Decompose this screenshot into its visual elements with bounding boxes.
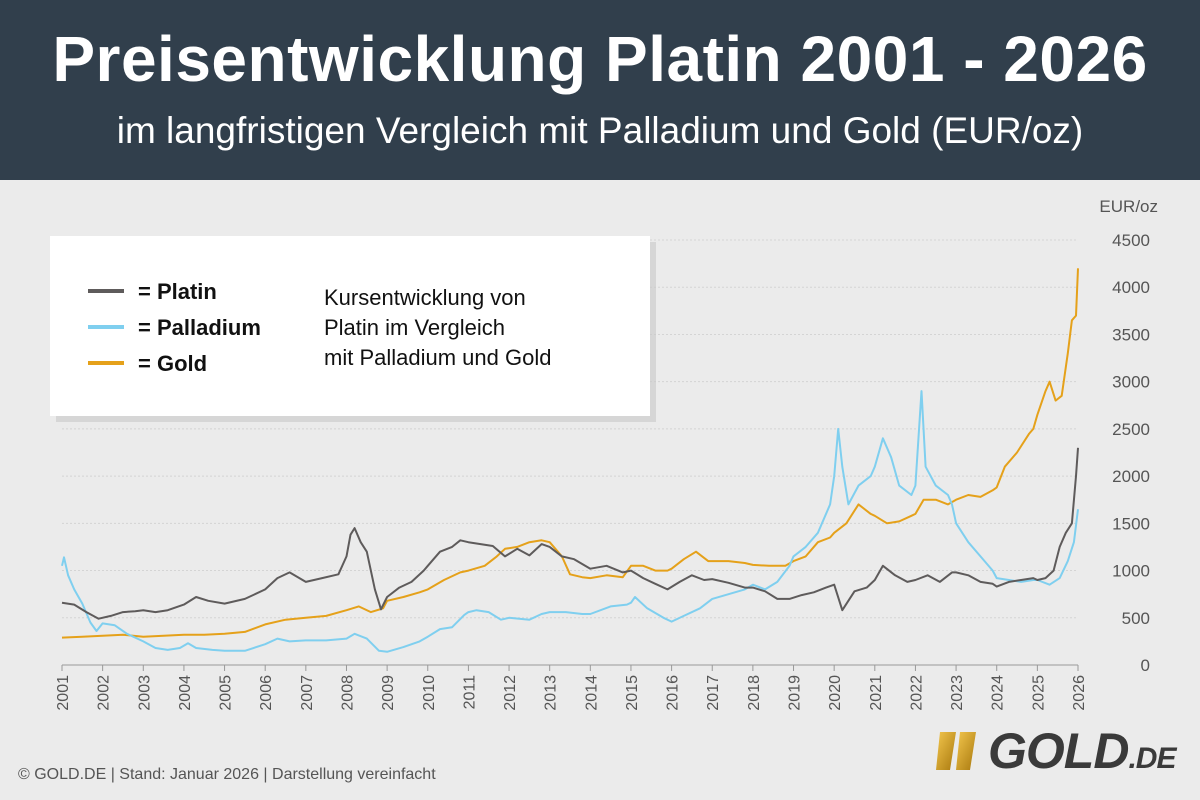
series-line-gold <box>61 268 1079 639</box>
x-tick-label: 2002 <box>96 675 113 711</box>
legend-label-platin: = Platin <box>138 279 217 304</box>
x-tick-label: 2003 <box>136 675 153 711</box>
x-tick-label: 2008 <box>339 675 356 711</box>
x-tick-label: 2020 <box>827 675 844 711</box>
series-line-platin <box>61 447 1079 620</box>
y-tick-label: 500 <box>1122 609 1150 628</box>
y-tick-label: 2500 <box>1112 420 1150 439</box>
header-banner: Preisentwicklung Platin 2001 - 2026 im l… <box>0 0 1200 180</box>
legend-note-line: mit Palladium und Gold <box>324 345 551 370</box>
legend-box: = Platin = Palladium = Gold Kursentwicklung… <box>50 236 656 422</box>
legend-background <box>50 236 650 416</box>
y-tick-label: 2000 <box>1112 467 1150 486</box>
x-tick-label: 2022 <box>908 675 925 711</box>
x-tick-label: 2024 <box>990 675 1007 711</box>
y-tick-label: 0 <box>1141 656 1150 675</box>
x-tick-label: 2010 <box>421 675 438 711</box>
legend-note-line: Platin im Vergleich <box>324 315 505 340</box>
x-tick-label: 2026 <box>1071 675 1088 711</box>
y-tick-label: 3000 <box>1112 373 1150 392</box>
x-tick-label: 2011 <box>461 675 478 710</box>
page-title: Preisentwicklung Platin 2001 - 2026 <box>52 23 1148 95</box>
x-axis: 2001 2002 2003 2004 2005 2006 2007 2008 2009 2010… <box>55 664 1088 711</box>
y-tick-label: 1000 <box>1112 562 1150 581</box>
x-tick-label: 2018 <box>746 675 763 711</box>
y-tick-label: 4500 <box>1112 231 1150 250</box>
legend-label-gold: = Gold <box>138 351 207 376</box>
footer-note: © GOLD.DE | Stand: Januar 2026 | Darstel… <box>18 766 436 783</box>
logo-text: GOLD.DE <box>988 723 1176 779</box>
x-tick-label: 2013 <box>543 675 560 711</box>
x-tick-label: 2006 <box>258 675 275 711</box>
price-chart: 0 500 1000 1500 2000 2500 3000 3500 4000 4500 EUR… <box>50 197 1158 711</box>
y-axis-label: EUR/oz <box>1099 197 1158 216</box>
x-tick-label: 2012 <box>502 675 519 711</box>
x-tick-label: 2025 <box>1030 675 1047 711</box>
y-axis: 0 500 1000 1500 2000 2500 3000 3500 4000 4500 <box>1112 231 1150 675</box>
page-subtitle: im langfristigen Vergleich mit Palladium… <box>116 110 1084 151</box>
series-line-palladium <box>61 390 1079 653</box>
y-tick-label: 4000 <box>1112 278 1150 297</box>
x-tick-label: 2021 <box>868 675 885 711</box>
y-tick-label: 3500 <box>1112 325 1150 344</box>
x-tick-label: 2005 <box>218 675 235 711</box>
x-tick-label: 2014 <box>583 675 600 711</box>
x-tick-label: 2016 <box>665 675 682 711</box>
x-tick-label: 2004 <box>177 675 194 711</box>
x-tick-label: 2019 <box>787 675 804 711</box>
x-tick-label: 2015 <box>624 675 641 711</box>
legend-note-line: Kursentwicklung von <box>324 285 526 310</box>
legend-label-palladium: = Palladium <box>138 315 261 340</box>
gold-bars-icon <box>936 732 976 770</box>
x-tick-label: 2001 <box>55 675 72 711</box>
gold-de-logo: GOLD.DE <box>936 722 1176 782</box>
x-tick-label: 2007 <box>299 675 316 711</box>
series-lines <box>61 268 1079 653</box>
x-tick-label: 2023 <box>949 675 966 711</box>
x-tick-label: 2017 <box>705 675 722 711</box>
x-tick-label: 2009 <box>380 675 397 711</box>
y-tick-label: 1500 <box>1112 514 1150 533</box>
